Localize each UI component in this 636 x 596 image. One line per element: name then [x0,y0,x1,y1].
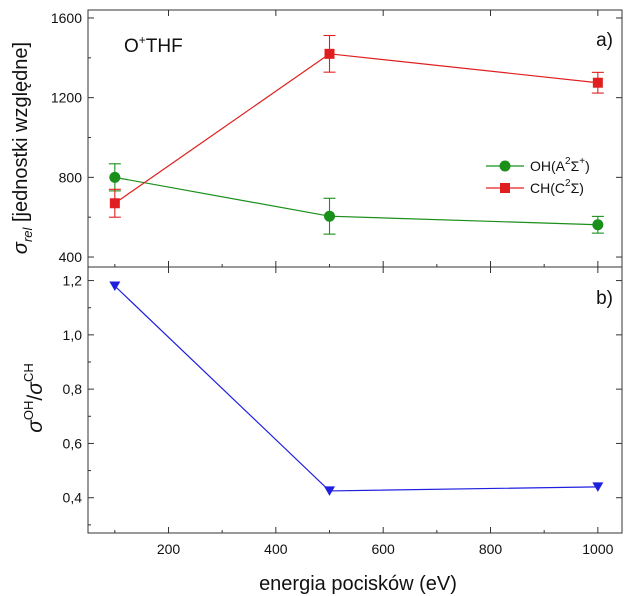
panel-a-y-ticks: 400 800 1200 1600 [51,10,622,265]
oh-data-point [592,219,604,231]
panel-a-ytick-label: 400 [59,249,83,265]
panel-b-label: b) [596,288,613,309]
panel-b-series [109,281,604,496]
panel-a-x-ticks [114,10,599,267]
panel-b-y-ticks: 0,4 0,6 0,8 1,0 1,2 [63,273,622,526]
oh-series-line [114,176,598,226]
oh-data-point [109,171,121,183]
oh-data-point [324,210,336,222]
panel-b-xtick-label: 1000 [582,541,613,557]
legend: OH(A2Σ+) CH(C2Σ) [486,156,590,196]
panel-a-annotation: O+THF [124,33,183,57]
panel-a-ytick-label: 800 [59,169,83,185]
panel-b-ytick-label: 0,6 [63,435,83,451]
ch-data-point [592,77,603,88]
panel-b-frame [87,266,623,534]
panel-b-ylabel: σOH/σCH [21,363,47,432]
panel-b-ytick-label: 1,0 [63,327,83,343]
ratio-data-point [324,486,336,496]
legend-ch-marker [500,183,510,193]
panel-a-label: a) [596,30,613,51]
panel-b-x-ticks: 200 400 600 800 1000 [114,267,614,557]
ratio-data-point [109,281,121,291]
panel-a-ytick-label: 1200 [51,90,82,106]
legend-ch-label: CH(C2Σ) [530,178,584,196]
panel-b-ytick-label: 1,2 [63,273,83,289]
panel-b-xtick-label: 400 [264,541,288,557]
panel-a-ytick-label: 1600 [51,10,82,26]
ch-series-line [114,53,598,204]
panel-b-xtick-label: 800 [479,541,503,557]
panel-b-xtick-label: 200 [157,541,181,557]
panel-a-series [108,34,604,235]
legend-oh-marker [499,160,511,172]
ratio-data-point [592,482,604,492]
ch-data-point [324,48,335,59]
ch-data-point [109,198,120,209]
panel-b-ytick-label: 0,4 [63,490,83,506]
ratio-series-line [114,285,598,492]
panel-a-ylabel: σrel [jednostki względne] [10,42,35,254]
x-axis-label: energia pocisków (eV) [259,573,457,595]
panel-b-ytick-label: 0,8 [63,381,83,397]
legend-oh-label: OH(A2Σ+) [530,156,590,174]
panel-b-xtick-label: 600 [371,541,395,557]
